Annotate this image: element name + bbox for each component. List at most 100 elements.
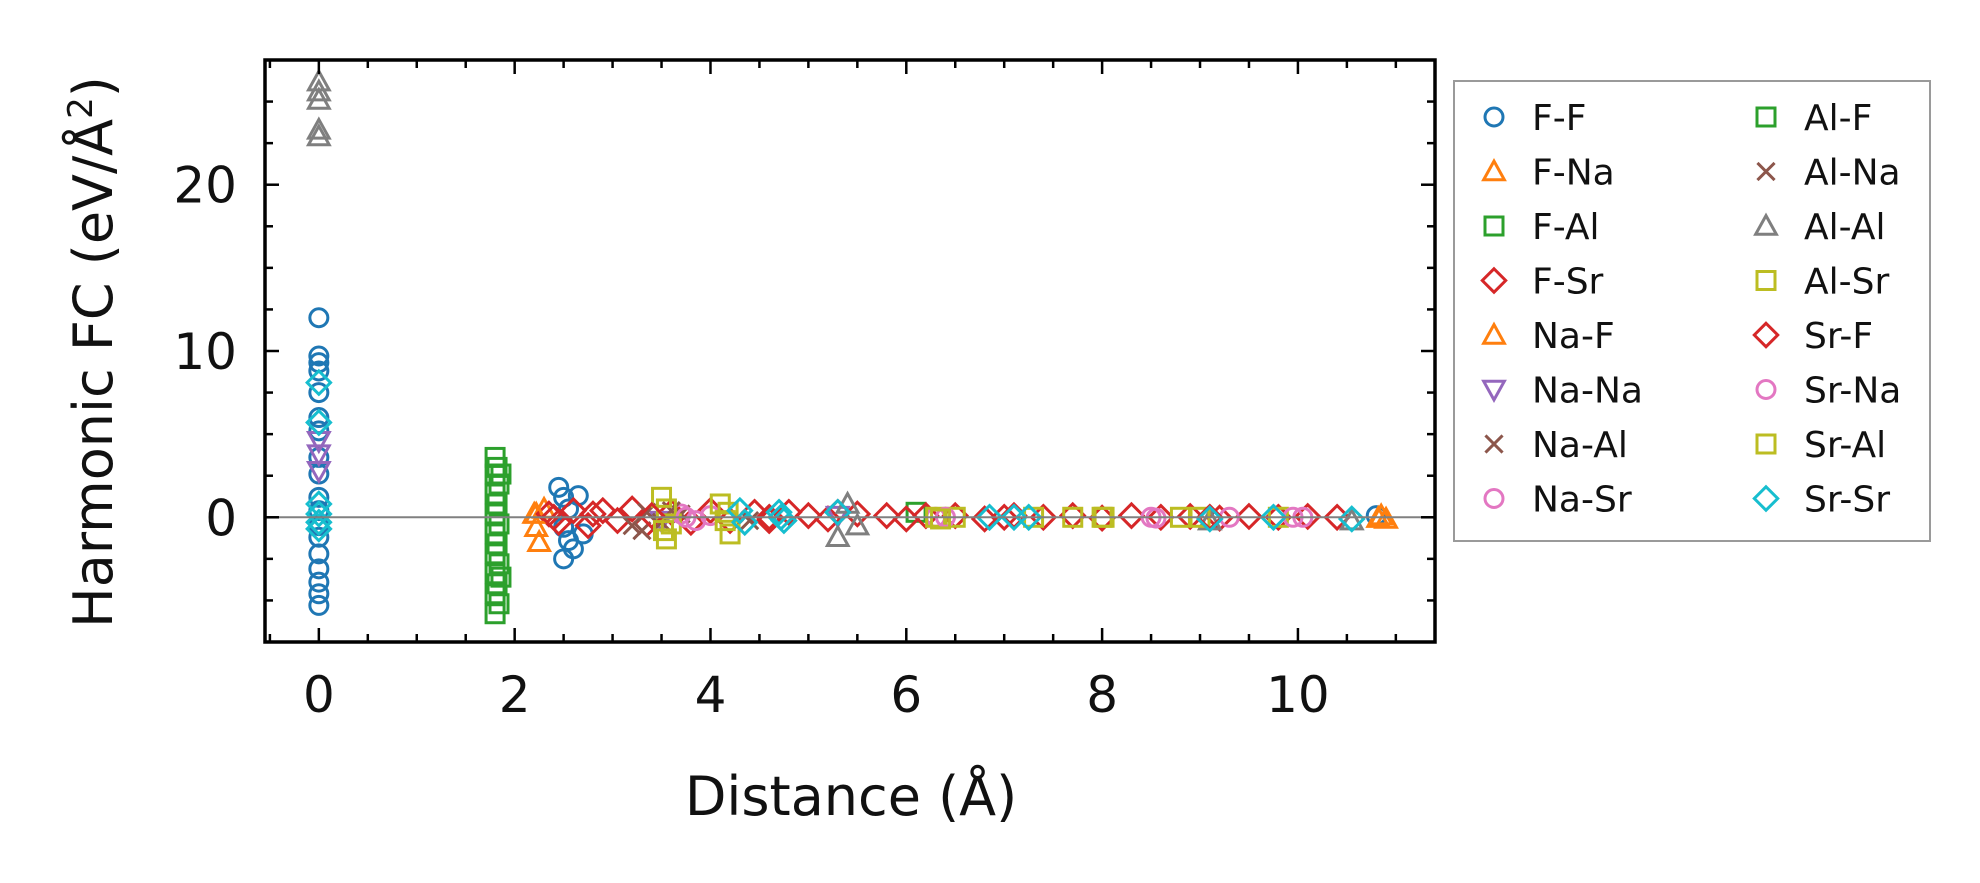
legend-marker (1752, 321, 1780, 349)
data-point (1259, 503, 1288, 532)
data-point (1147, 503, 1175, 532)
data-point (824, 523, 851, 548)
data-point (1176, 502, 1205, 531)
legend-label: Sr-Sr (1804, 480, 1890, 521)
y-tick-label: 20 (173, 157, 237, 215)
legend-label: Sr-F (1804, 316, 1873, 357)
data-point (308, 382, 330, 404)
data-point (1235, 502, 1263, 531)
data-point (843, 500, 872, 528)
legend-marker (1755, 433, 1777, 455)
data-point (651, 486, 673, 508)
x-tick-label: 4 (695, 666, 727, 724)
data-point (970, 505, 999, 533)
data-point (305, 515, 333, 543)
legend-label: F-Sr (1532, 262, 1604, 303)
data-point (1195, 505, 1224, 533)
data-point (490, 463, 512, 485)
data-point (774, 498, 803, 527)
x-axis-title: Distance (Å) (685, 764, 1017, 828)
data-point (579, 500, 607, 528)
data-point (726, 496, 754, 525)
x-tick-label: 0 (303, 666, 335, 724)
data-point (308, 583, 330, 605)
data-point (814, 505, 842, 533)
legend-label: Al-F (1804, 98, 1872, 139)
plot-frame (263, 58, 1437, 644)
legend-label: Na-Na (1532, 371, 1643, 412)
data-point (1014, 503, 1043, 532)
legend-label: F-Al (1532, 207, 1600, 248)
legend-marker (1484, 434, 1504, 454)
legend-item: F-Al (1483, 207, 1600, 248)
legend-item: Sr-Na (1755, 371, 1901, 412)
axis-ticks: 0 2 4 6 8 10 0 10 20 (173, 58, 1435, 724)
x-tick-label: 8 (1086, 666, 1118, 724)
legend-item: F-F (1483, 98, 1586, 139)
legend-item: Al-F (1755, 98, 1872, 139)
series-F-F (308, 307, 1387, 616)
legend-marker (1753, 212, 1779, 236)
legend-item: F-Na (1481, 153, 1615, 194)
data-point (484, 603, 506, 625)
legend-label: Al-Sr (1804, 262, 1889, 303)
data-point (794, 501, 823, 530)
legend-marker (1752, 484, 1780, 513)
data-point (562, 538, 584, 560)
data-point (305, 78, 332, 102)
series-Al-F (490, 463, 512, 588)
data-point (765, 498, 793, 527)
data-point (740, 511, 760, 531)
legend-marker (1481, 321, 1507, 345)
legend-item: F-Sr (1480, 262, 1604, 303)
data-point (677, 508, 705, 537)
data-point (305, 116, 332, 140)
data-point (305, 123, 332, 147)
legend-label: Al-Al (1804, 207, 1885, 248)
data-point (308, 345, 330, 367)
legend (1453, 80, 1931, 542)
legend-item: Sr-Al (1755, 425, 1886, 466)
x-tick-label: 10 (1266, 666, 1330, 724)
x-tick-label: 6 (890, 666, 922, 724)
data-point (308, 558, 330, 580)
data-point (823, 498, 852, 527)
data-point (975, 503, 1004, 532)
data-point (305, 86, 332, 110)
y-tick-label: 10 (173, 323, 237, 381)
series-F-Al (484, 446, 927, 625)
data-point (305, 408, 333, 437)
data-point (490, 566, 512, 588)
data-point (308, 594, 330, 616)
data-point (719, 523, 741, 545)
y-axis-title-main: Harmonic FC (eV/Å (61, 119, 125, 628)
legend-marker (1481, 158, 1507, 182)
data-point (730, 508, 759, 537)
legend-marker (1480, 266, 1508, 295)
legend-item: Al-Al (1753, 207, 1885, 248)
legend-label: Na-Al (1532, 425, 1628, 466)
data-point (930, 508, 952, 530)
data-point (523, 500, 550, 524)
series-Al-Al (305, 68, 1365, 548)
legend-label: F-F (1532, 98, 1586, 139)
legend-marker (1756, 161, 1776, 182)
legend-marker (1483, 106, 1505, 128)
data-point (305, 500, 333, 528)
legend-item: Na-Sr (1483, 480, 1632, 521)
y-tick-label: 0 (205, 489, 237, 547)
series-Sr-Al (652, 501, 1115, 542)
data-point (548, 476, 570, 498)
legend-label: Sr-Al (1804, 425, 1886, 466)
data-point (308, 486, 330, 508)
data-point (308, 307, 330, 329)
legend-marker (1755, 270, 1777, 291)
plot-area (305, 68, 1399, 625)
data-point (308, 407, 330, 429)
data-point (305, 368, 333, 397)
data-point (637, 501, 666, 530)
x-tick-label: 2 (499, 666, 531, 724)
legend-items: F-F F-Na F-Al F-Sr Na-F Na-Na Na-Al Na-Sr Al-F Al… (1480, 98, 1901, 521)
legend-marker (1755, 379, 1777, 400)
